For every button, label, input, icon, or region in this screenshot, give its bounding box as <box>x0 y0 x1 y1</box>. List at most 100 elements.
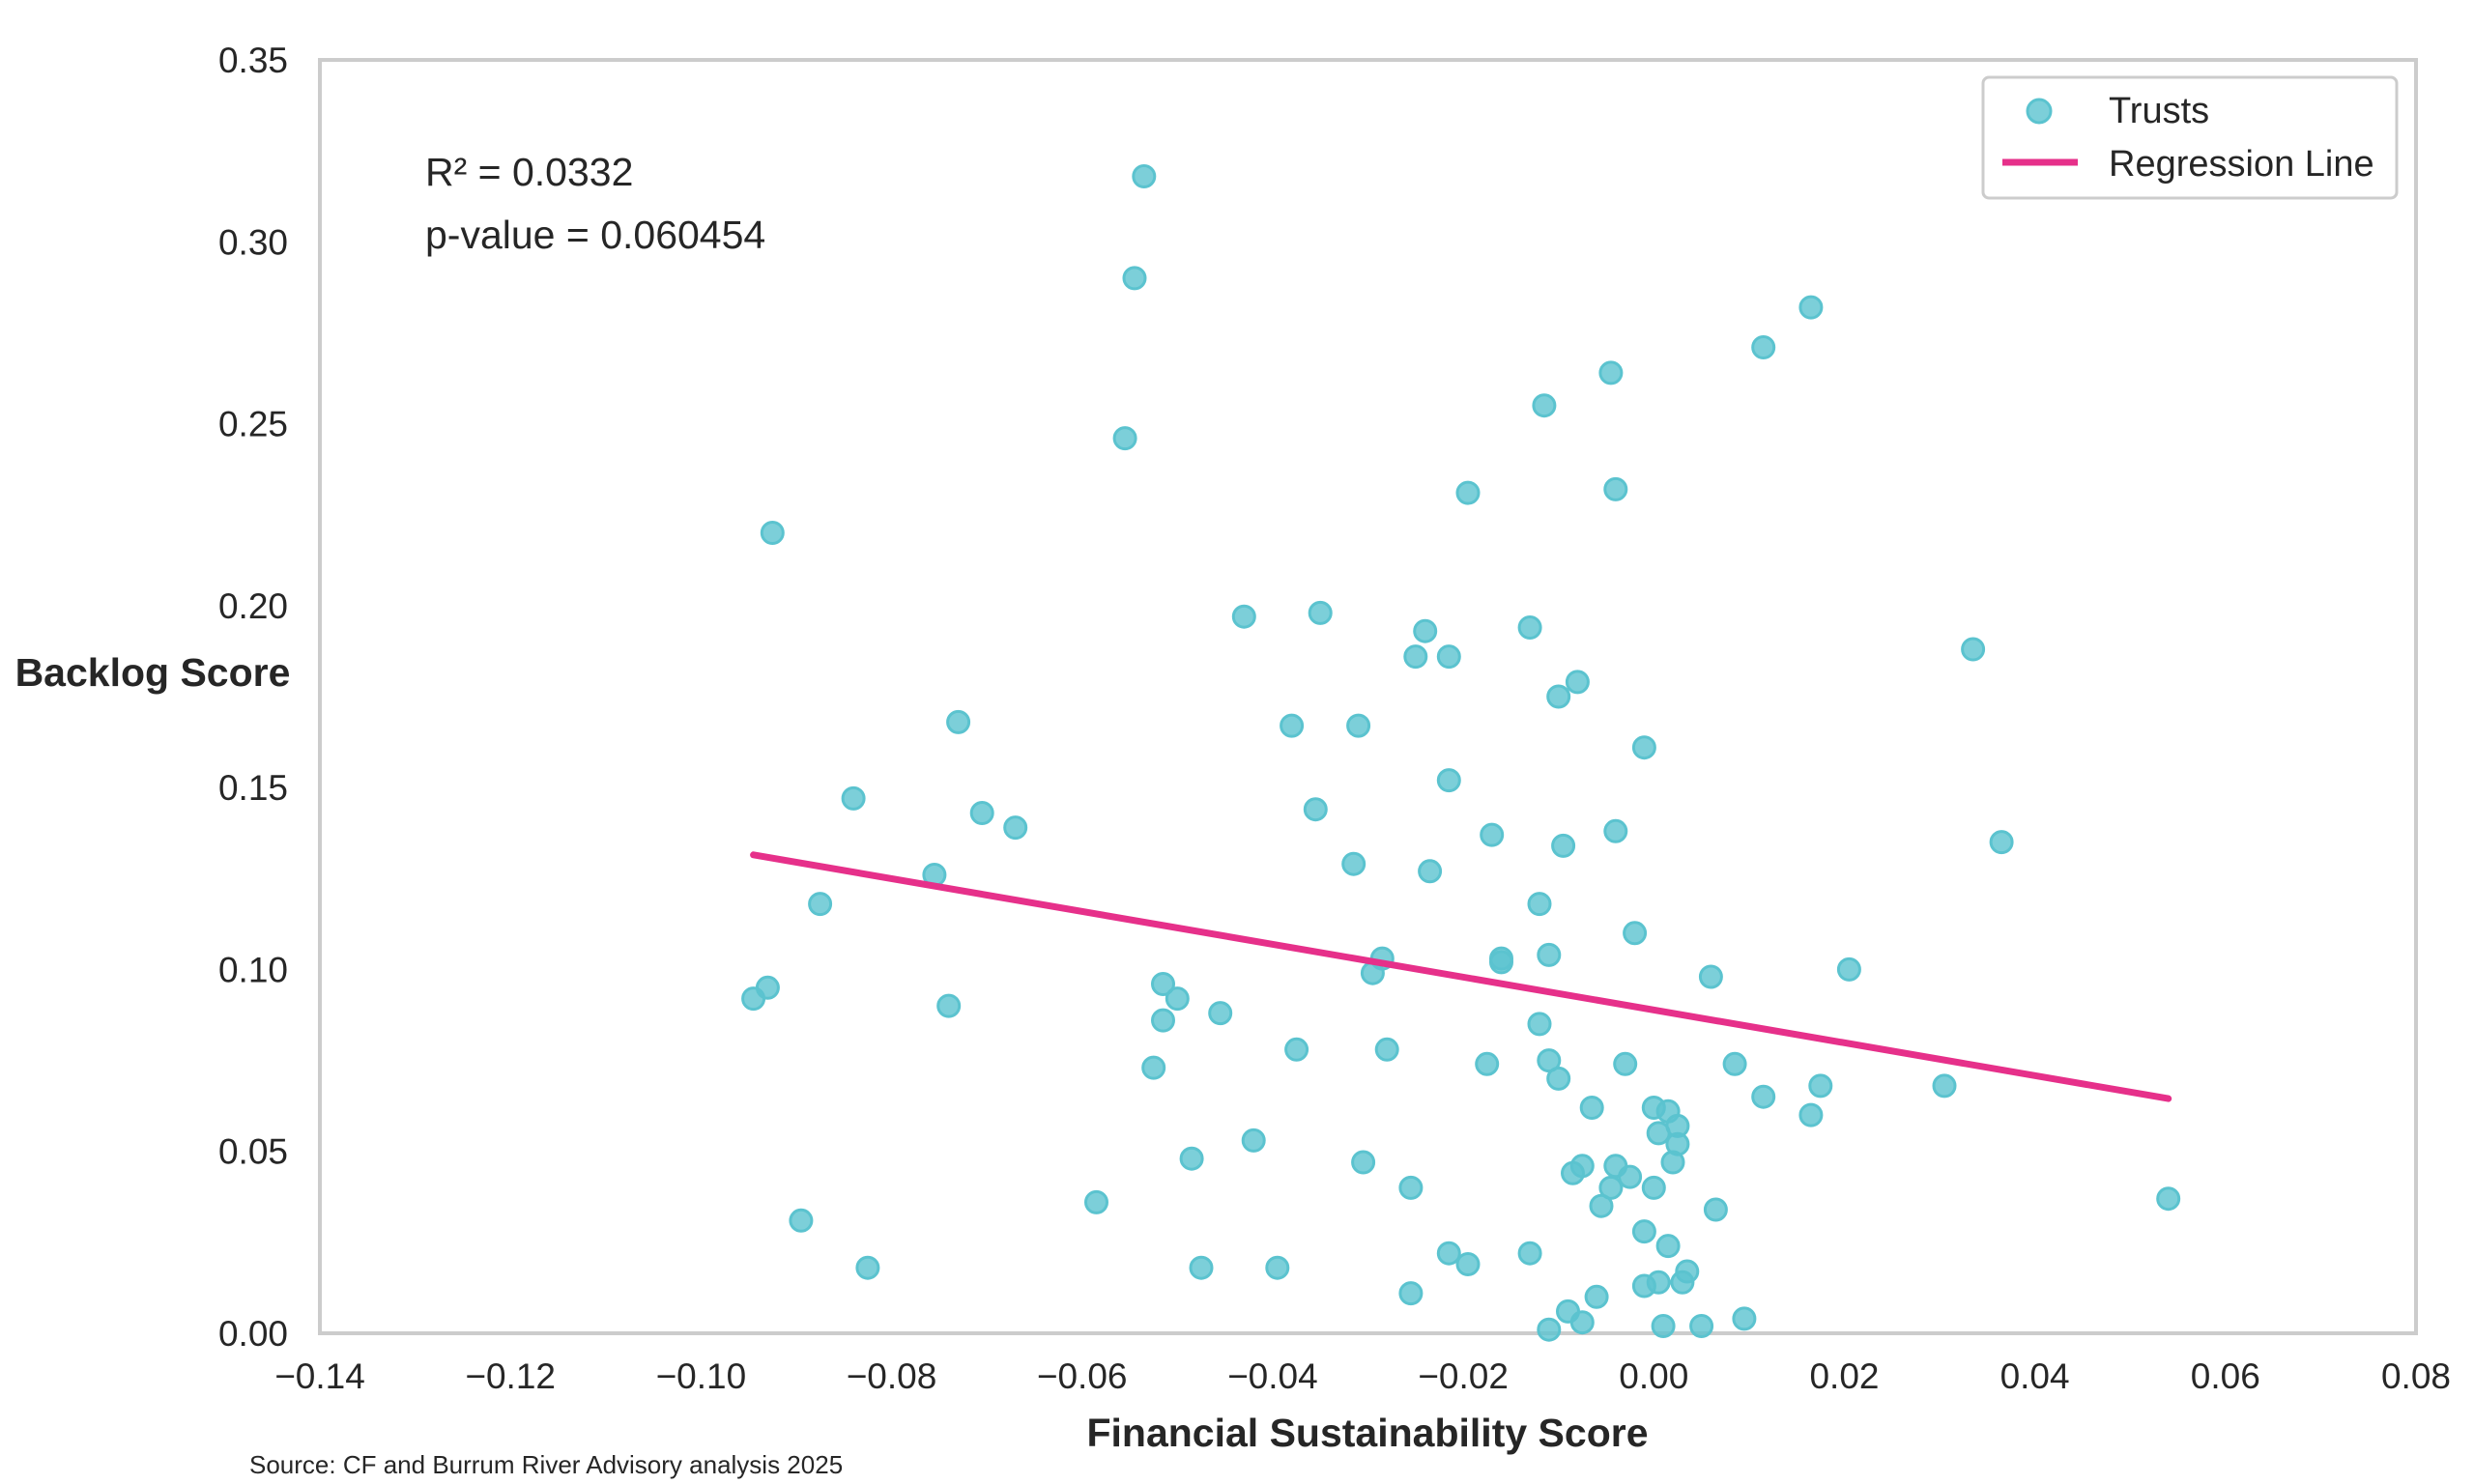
y-tick-label: 0.20 <box>218 586 288 626</box>
regression-line-layer <box>750 851 2172 1102</box>
x-tick-label: 0.08 <box>2381 1356 2451 1396</box>
r-squared-annotation: R² = 0.0332 <box>425 150 633 194</box>
y-tick-label: 0.05 <box>218 1132 288 1172</box>
data-point <box>1527 1012 1552 1037</box>
data-point <box>789 1208 814 1233</box>
legend-label-trusts: Trusts <box>2109 91 2209 131</box>
data-point <box>1308 600 1333 625</box>
y-tick-label: 0.00 <box>218 1314 288 1354</box>
y-tick-label: 0.30 <box>218 222 288 262</box>
source-note: Source: CF and Burrum River Advisory ana… <box>249 1450 843 1479</box>
data-point <box>1341 851 1366 876</box>
data-point <box>1546 684 1571 709</box>
data-point <box>1579 1096 1604 1120</box>
y-tick-label: 0.15 <box>218 768 288 808</box>
y-axis-label: Backlog Score <box>15 650 291 695</box>
plot-frame <box>318 58 2418 1335</box>
data-point <box>1489 950 1513 975</box>
data-point <box>1623 921 1648 946</box>
data-point <box>1798 295 1824 320</box>
data-point <box>1303 797 1328 822</box>
data-point <box>1189 1255 1214 1280</box>
legend: Trusts Regression Line <box>1981 75 2399 200</box>
data-point <box>1561 1160 1585 1185</box>
data-point <box>936 993 962 1018</box>
data-point <box>808 892 833 917</box>
data-point <box>1722 1051 1747 1076</box>
data-point <box>1351 1150 1376 1175</box>
data-point <box>755 975 780 1000</box>
y-tick-label: 0.25 <box>218 405 288 444</box>
data-point <box>1179 1146 1204 1171</box>
data-point <box>841 785 866 811</box>
data-point <box>1280 713 1305 738</box>
data-point <box>1132 164 1157 188</box>
data-point <box>1436 644 1461 670</box>
data-point <box>1265 1255 1290 1280</box>
data-point <box>1751 335 1776 359</box>
data-point <box>1141 1055 1166 1080</box>
x-tick-label: −0.12 <box>465 1356 556 1396</box>
data-point <box>1655 1234 1681 1259</box>
data-point <box>1660 1150 1685 1175</box>
x-tick-label: 0.06 <box>2191 1356 2260 1396</box>
data-point <box>1537 1317 1562 1342</box>
data-point <box>1751 1084 1776 1109</box>
data-point <box>1413 618 1438 643</box>
data-point <box>1455 480 1481 505</box>
regression-line <box>750 851 2172 1102</box>
data-point <box>1517 615 1542 640</box>
data-point <box>1527 892 1552 917</box>
x-tick-label: −0.04 <box>1227 1356 1318 1396</box>
data-point <box>1670 1270 1695 1295</box>
data-point <box>1689 1314 1714 1338</box>
data-point <box>1598 1175 1624 1200</box>
data-point <box>1631 1219 1656 1244</box>
data-point <box>1398 1175 1424 1200</box>
data-point <box>1208 1001 1233 1026</box>
x-tick-label: −0.06 <box>1037 1356 1128 1396</box>
y-tick-label: 0.10 <box>218 950 288 989</box>
data-point <box>1613 1051 1638 1076</box>
data-point <box>1603 818 1628 843</box>
y-axis-ticks: 0.00 0.05 0.10 0.15 0.20 0.25 0.30 0.35 <box>218 41 288 1354</box>
data-point <box>1565 670 1590 695</box>
data-point <box>1398 1281 1424 1306</box>
x-tick-label: 0.00 <box>1619 1356 1688 1396</box>
y-tick-label: 0.35 <box>218 41 288 80</box>
data-point <box>1584 1284 1609 1309</box>
data-point <box>1569 1310 1595 1335</box>
data-point <box>1546 1066 1571 1091</box>
data-point <box>1989 830 2014 855</box>
data-point <box>1618 1164 1643 1189</box>
data-point <box>1122 266 1147 291</box>
x-axis-label: Financial Sustainability Score <box>1086 1411 1648 1455</box>
data-point <box>1436 768 1461 793</box>
data-point <box>1589 1193 1614 1218</box>
data-point <box>1537 942 1562 967</box>
p-value-annotation: p-value = 0.060454 <box>425 213 765 257</box>
data-point <box>1698 964 1723 989</box>
data-point <box>1732 1306 1757 1331</box>
x-tick-label: 0.04 <box>2000 1356 2070 1396</box>
data-point <box>1631 735 1656 760</box>
data-point <box>1475 1051 1500 1076</box>
data-point <box>1165 986 1190 1012</box>
data-point <box>1537 1048 1562 1073</box>
data-point <box>1241 1127 1266 1153</box>
data-point <box>1455 1252 1481 1276</box>
data-point <box>1151 972 1175 996</box>
x-tick-label: −0.08 <box>847 1356 937 1396</box>
data-point <box>1703 1197 1728 1222</box>
data-point <box>1436 1241 1461 1266</box>
data-point <box>1403 644 1428 670</box>
data-point <box>1932 1073 1957 1099</box>
data-point <box>1346 713 1371 738</box>
data-point <box>1112 426 1137 451</box>
legend-marker-trusts <box>2026 98 2053 125</box>
scatter-points <box>741 164 2181 1342</box>
data-point <box>1084 1189 1108 1214</box>
x-tick-label: 0.02 <box>1809 1356 1879 1396</box>
data-point <box>1480 822 1505 847</box>
